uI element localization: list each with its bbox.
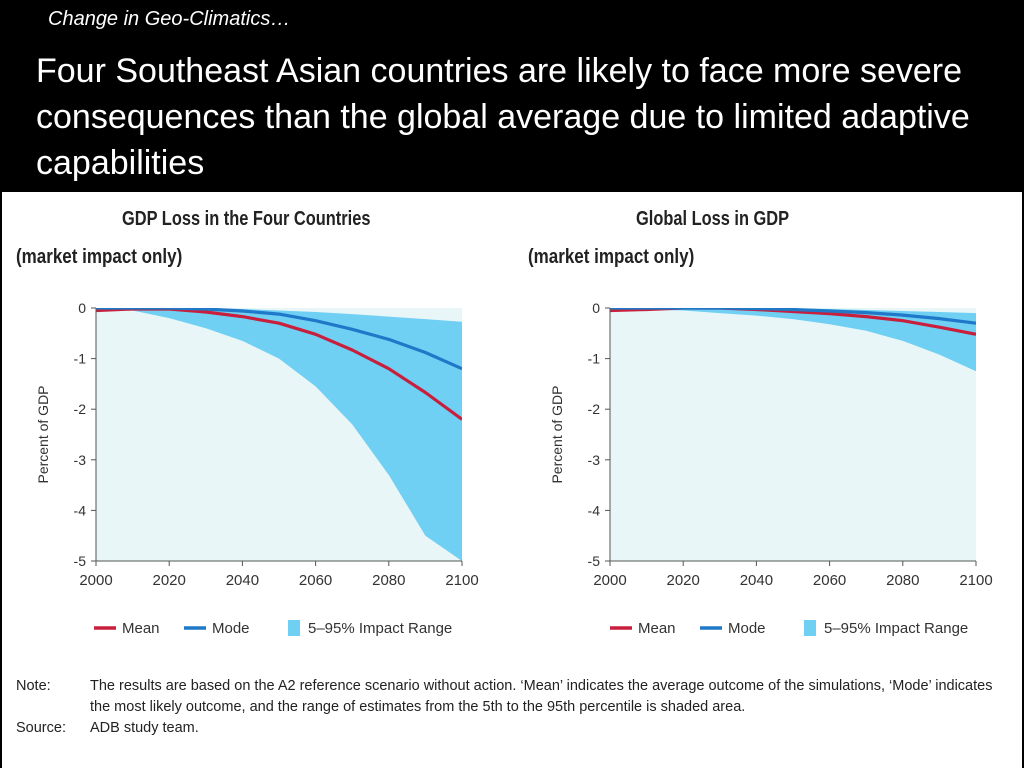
y-axis-label: Percent of GDP xyxy=(35,385,51,483)
y-tick-label: 0 xyxy=(592,300,600,316)
source-label: Source: xyxy=(16,720,66,736)
chart-panel: GDP Loss in the Four Countries (market i… xyxy=(2,192,1022,768)
y-tick-label: 0 xyxy=(78,300,86,316)
slide-kicker: Change in Geo-Climatics… xyxy=(48,8,291,30)
chart-2-title: Global Loss in GDP xyxy=(636,208,790,230)
legend-range-label: 5–95% Impact Range xyxy=(824,620,968,637)
legend-mean-label: Mean xyxy=(638,620,676,637)
y-tick-label: -5 xyxy=(588,553,601,569)
legend-mode-label: Mode xyxy=(212,620,250,637)
x-tick-label: 2040 xyxy=(226,572,259,589)
x-tick-label: 2020 xyxy=(153,572,186,589)
x-tick-label: 2060 xyxy=(299,572,332,589)
y-tick-label: -4 xyxy=(588,502,601,518)
legend-mode-label: Mode xyxy=(728,620,766,637)
notes-block: Note: The results are based on the A2 re… xyxy=(16,676,1006,739)
legend-range-label: 5–95% Impact Range xyxy=(308,620,452,637)
y-tick-label: -4 xyxy=(74,502,87,518)
y-tick-label: -1 xyxy=(588,351,601,367)
chart-1-subtitle: (market impact only) xyxy=(16,246,183,268)
slide-header: Change in Geo-Climatics… Four Southeast … xyxy=(0,0,1024,190)
x-tick-label: 2040 xyxy=(740,572,773,589)
note-text: The results are based on the A2 referenc… xyxy=(90,678,993,715)
y-tick-label: -3 xyxy=(588,452,601,468)
impact-range-band xyxy=(96,308,462,561)
mode-line xyxy=(96,308,462,371)
impact-range-band xyxy=(610,308,976,372)
y-tick-label: -3 xyxy=(74,452,87,468)
source-row: Source: ADB study team. xyxy=(16,718,1006,739)
x-tick-label: 2100 xyxy=(445,572,478,589)
legend-mean-label: Mean xyxy=(122,620,160,637)
chart-2-subtitle: (market impact only) xyxy=(528,246,695,268)
y-axis-label: Percent of GDP xyxy=(549,385,565,483)
note-row: Note: The results are based on the A2 re… xyxy=(16,676,1006,718)
legend-range-swatch xyxy=(288,620,300,636)
source-text: ADB study team. xyxy=(90,720,199,736)
x-tick-label: 2080 xyxy=(372,572,405,589)
x-tick-label: 2000 xyxy=(79,572,112,589)
y-tick-label: -1 xyxy=(74,351,87,367)
y-tick-label: -2 xyxy=(588,401,601,417)
slide-headline: Four Southeast Asian countries are likel… xyxy=(36,52,970,182)
x-tick-label: 2100 xyxy=(959,572,992,589)
x-tick-label: 2020 xyxy=(667,572,700,589)
y-tick-label: -5 xyxy=(74,553,87,569)
y-tick-label: -2 xyxy=(74,401,87,417)
note-label: Note: xyxy=(16,678,51,694)
legend-range-swatch xyxy=(804,620,816,636)
x-tick-label: 2060 xyxy=(813,572,846,589)
plot-area xyxy=(610,308,976,561)
chart-1-title: GDP Loss in the Four Countries xyxy=(122,208,371,230)
x-tick-label: 2000 xyxy=(593,572,626,589)
mode-line xyxy=(610,308,976,325)
charts-svg: 0 -1 -2 -3 -4 -5 2000 2020 2040 2060 2080 2100 Perce… xyxy=(35,300,993,637)
x-tick-label: 2080 xyxy=(886,572,919,589)
